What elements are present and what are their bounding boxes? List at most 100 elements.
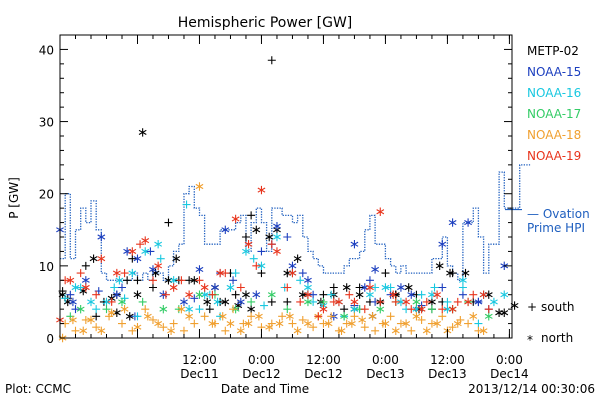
noaa-16-south-point	[61, 294, 70, 303]
noaa-18-south-point	[464, 319, 473, 328]
noaa-15-south-point	[71, 305, 80, 314]
noaa-17-south-point	[138, 297, 147, 306]
x-tick-date-label: Dec12	[242, 367, 281, 381]
noaa-19-north-point	[288, 268, 297, 278]
noaa-18-south-point	[221, 326, 230, 335]
metp-02-north-point	[435, 261, 444, 271]
x-tick-label: 0:00	[496, 353, 523, 367]
noaa-18-south-point	[117, 319, 126, 328]
noaa-15-north-point	[350, 240, 359, 249]
noaa-15-north-point	[407, 290, 416, 299]
noaa-19-south-point	[120, 269, 129, 278]
noaa-18-south-point	[350, 312, 359, 321]
noaa-18-north-point	[453, 319, 462, 328]
noaa-15-north-point	[133, 254, 142, 263]
noaa-19-south-point	[208, 290, 217, 299]
metp-02-south-point	[340, 305, 349, 314]
noaa-15-north-point	[252, 290, 261, 299]
noaa-16-north-point	[500, 290, 509, 299]
noaa-18-north-point	[275, 319, 284, 328]
noaa-19-north-point	[81, 283, 90, 292]
noaa-18-south-point	[92, 323, 101, 332]
noaa-19-south-point	[469, 290, 478, 299]
noaa-18-south-point	[396, 319, 405, 328]
noaa-19-south-point	[76, 269, 85, 278]
noaa-19-south-point	[407, 305, 416, 314]
noaa-16-south-point	[296, 276, 305, 285]
noaa-16-north-point	[71, 283, 80, 292]
noaa-19-south-point	[422, 297, 431, 306]
noaa-19-north-point	[464, 297, 473, 307]
ovation-legend-line2: Prime HPI	[527, 221, 585, 235]
metp-02-north-point	[283, 268, 292, 278]
metp-02-south-point	[128, 254, 137, 263]
noaa-18-north-point	[337, 326, 346, 335]
noaa-16-north-point	[304, 283, 312, 292]
noaa-19-south-point	[92, 290, 101, 299]
metp-02-north-point	[112, 308, 121, 317]
noaa-19-south-point	[283, 283, 292, 292]
metp-02-south-point	[355, 283, 364, 292]
metp-02-south-point	[319, 290, 328, 299]
noaa-15-north-point	[304, 276, 312, 285]
noaa-16-south-point	[260, 301, 269, 310]
noaa-19-south-point	[391, 297, 400, 306]
noaa-18-south-point	[200, 312, 209, 321]
noaa-16-north-point	[169, 276, 178, 285]
noaa-18-south-point	[474, 326, 483, 335]
noaa-18-north-point	[177, 304, 186, 314]
noaa-15-north-point	[123, 247, 132, 256]
noaa-19-north-point	[304, 290, 312, 299]
noaa-18-south-point	[169, 319, 178, 328]
south-marker-symbol: +	[527, 300, 537, 314]
noaa-15-south-point	[117, 283, 126, 292]
noaa-18-south-point	[342, 319, 351, 328]
noaa-18-south-point	[360, 323, 369, 332]
noaa-15-south-point	[283, 233, 292, 241]
noaa-19-north-point	[479, 290, 488, 299]
noaa-17-north-point	[484, 312, 493, 321]
noaa-19-south-point	[376, 297, 385, 306]
south-marker-label: south	[541, 300, 575, 314]
noaa-19-south-point	[236, 283, 245, 292]
noaa-16-north-point	[226, 283, 235, 292]
metp-02-south-point	[185, 276, 194, 285]
noaa-15-south-point	[146, 247, 155, 256]
metp-02-south-point	[205, 305, 214, 314]
metp-02-south-point	[81, 261, 90, 270]
metp-02-south-point	[283, 297, 292, 306]
noaa-18-north-point	[391, 326, 400, 335]
noaa-16-north-point	[428, 290, 436, 299]
metp-02-south-point	[148, 283, 157, 292]
metp-02-south-point	[267, 297, 276, 306]
noaa-16-north-point	[102, 297, 111, 307]
noaa-15-north-point	[474, 297, 483, 307]
metp-02-south-point	[92, 312, 101, 321]
noaa-18-south-point	[179, 326, 188, 335]
noaa-18-south-point	[247, 312, 256, 321]
ovation-step-line	[60, 164, 531, 281]
noaa-18-north-point	[185, 312, 194, 321]
noaa-19-south-point	[329, 297, 338, 306]
noaa-19-south-point	[438, 305, 447, 314]
noaa-18-north-point	[218, 312, 227, 321]
noaa-16-north-point	[273, 232, 281, 242]
metp-02-south-point	[257, 269, 266, 278]
noaa-16-south-point	[182, 200, 191, 209]
noaa-18-south-point	[81, 315, 90, 324]
noaa-16-north-point	[87, 297, 95, 307]
noaa-18-south-point	[71, 326, 80, 335]
legend-noaa-17: NOAA-17	[527, 107, 581, 121]
noaa-16-north-point	[141, 247, 150, 256]
metp-02-south-point	[241, 233, 250, 241]
legend-noaa-15: NOAA-15	[527, 65, 581, 79]
noaa-15-south-point	[257, 247, 266, 256]
series-legend: METP-02 NOAA-15 NOAA-16 NOAA-17 NOAA-18 NOAA-…	[527, 44, 581, 163]
noaa-15-south-point	[66, 290, 75, 299]
noaa-16-south-point	[309, 297, 318, 306]
noaa-15-north-point	[97, 232, 106, 242]
noaa-19-north-point	[417, 304, 426, 314]
noaa-18-north-point	[208, 319, 217, 328]
noaa-18-north-point	[285, 312, 294, 321]
x-tick-label: 12:00	[182, 353, 217, 367]
